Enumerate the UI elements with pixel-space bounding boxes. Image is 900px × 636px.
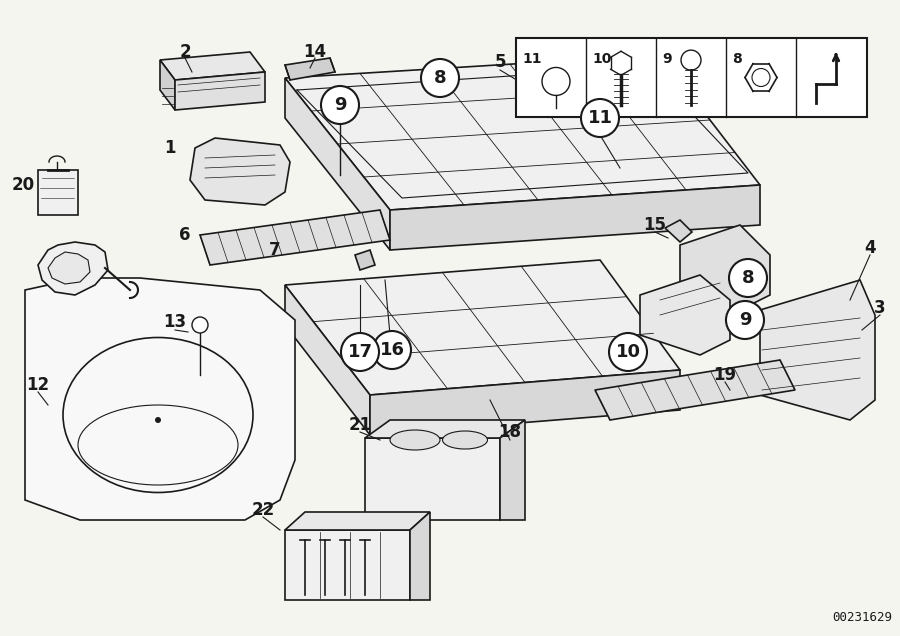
Text: 7: 7 xyxy=(269,241,281,259)
Circle shape xyxy=(729,259,767,297)
Polygon shape xyxy=(190,138,290,205)
Polygon shape xyxy=(365,438,500,520)
Text: 11: 11 xyxy=(588,109,613,127)
Text: 9: 9 xyxy=(334,96,346,114)
Bar xyxy=(516,38,867,117)
Text: 00231629: 00231629 xyxy=(832,611,892,624)
Text: 3: 3 xyxy=(874,299,886,317)
Text: 8: 8 xyxy=(742,269,754,287)
Polygon shape xyxy=(25,278,295,520)
Text: 5: 5 xyxy=(494,53,506,71)
Polygon shape xyxy=(760,280,875,420)
Circle shape xyxy=(373,331,411,369)
Circle shape xyxy=(421,59,459,97)
Polygon shape xyxy=(285,55,760,210)
Polygon shape xyxy=(370,370,680,435)
Text: 17: 17 xyxy=(347,343,373,361)
Polygon shape xyxy=(160,60,175,110)
Polygon shape xyxy=(200,210,390,265)
Polygon shape xyxy=(285,530,410,600)
Text: 6: 6 xyxy=(179,226,191,244)
Ellipse shape xyxy=(390,430,440,450)
Circle shape xyxy=(155,417,161,423)
Text: 18: 18 xyxy=(499,423,521,441)
Circle shape xyxy=(581,99,619,137)
Polygon shape xyxy=(665,220,692,242)
Text: 1: 1 xyxy=(164,139,176,157)
Polygon shape xyxy=(355,250,375,270)
Text: 10: 10 xyxy=(592,52,611,66)
Polygon shape xyxy=(595,360,795,420)
Text: 14: 14 xyxy=(303,43,327,61)
Text: 15: 15 xyxy=(644,216,667,234)
Text: 16: 16 xyxy=(380,341,404,359)
Polygon shape xyxy=(285,285,370,435)
Polygon shape xyxy=(680,225,770,310)
Text: 20: 20 xyxy=(12,176,34,194)
Text: 11: 11 xyxy=(522,52,542,66)
Polygon shape xyxy=(285,512,430,530)
Text: 9: 9 xyxy=(662,52,671,66)
Text: 12: 12 xyxy=(26,376,50,394)
Polygon shape xyxy=(48,252,90,284)
Ellipse shape xyxy=(443,431,488,449)
Text: 19: 19 xyxy=(714,366,736,384)
Polygon shape xyxy=(38,242,108,295)
Circle shape xyxy=(321,86,359,124)
Text: 10: 10 xyxy=(616,343,641,361)
Polygon shape xyxy=(285,58,335,80)
Text: 2: 2 xyxy=(179,43,191,61)
Polygon shape xyxy=(365,420,525,438)
Polygon shape xyxy=(410,512,430,600)
Circle shape xyxy=(192,317,208,333)
Text: 13: 13 xyxy=(164,313,186,331)
Text: 4: 4 xyxy=(864,239,876,257)
Text: 22: 22 xyxy=(251,501,274,519)
Polygon shape xyxy=(500,420,525,520)
Circle shape xyxy=(609,333,647,371)
Polygon shape xyxy=(285,260,680,395)
Polygon shape xyxy=(160,52,265,80)
Polygon shape xyxy=(285,78,390,250)
Text: 8: 8 xyxy=(732,52,742,66)
Polygon shape xyxy=(175,72,265,110)
Text: 21: 21 xyxy=(348,416,372,434)
Circle shape xyxy=(726,301,764,339)
Polygon shape xyxy=(640,275,730,355)
Polygon shape xyxy=(38,170,78,215)
Text: 9: 9 xyxy=(739,311,752,329)
Polygon shape xyxy=(390,185,760,250)
Text: 8: 8 xyxy=(434,69,446,87)
Circle shape xyxy=(341,333,379,371)
